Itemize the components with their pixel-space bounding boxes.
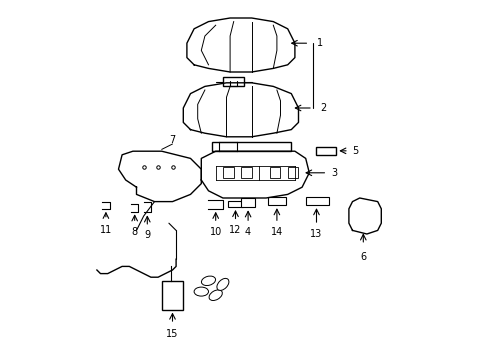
- Text: 6: 6: [360, 252, 366, 262]
- Text: 12: 12: [229, 225, 241, 235]
- Bar: [241, 198, 255, 207]
- Bar: [241, 167, 251, 178]
- Text: 11: 11: [100, 225, 112, 235]
- Text: 10: 10: [209, 227, 222, 237]
- Text: 15: 15: [166, 329, 178, 339]
- Text: 5: 5: [352, 146, 358, 156]
- FancyBboxPatch shape: [223, 77, 244, 86]
- Bar: [287, 167, 298, 178]
- Ellipse shape: [201, 276, 215, 285]
- Text: 9: 9: [144, 230, 150, 240]
- Bar: [267, 197, 285, 205]
- Bar: [305, 197, 328, 205]
- Text: 13: 13: [310, 229, 322, 239]
- Bar: [223, 167, 233, 178]
- FancyBboxPatch shape: [316, 147, 336, 155]
- Text: 2: 2: [320, 103, 325, 113]
- Ellipse shape: [209, 290, 222, 301]
- Bar: [228, 201, 242, 207]
- Bar: [269, 167, 280, 178]
- Text: 7: 7: [169, 135, 175, 145]
- Text: 3: 3: [330, 168, 336, 178]
- Bar: [162, 281, 183, 310]
- Text: 8: 8: [131, 227, 138, 237]
- Text: 4: 4: [244, 227, 251, 237]
- Ellipse shape: [217, 278, 228, 291]
- Text: 14: 14: [270, 227, 283, 237]
- FancyBboxPatch shape: [212, 142, 291, 151]
- Text: 1: 1: [316, 38, 322, 48]
- Ellipse shape: [194, 287, 208, 296]
